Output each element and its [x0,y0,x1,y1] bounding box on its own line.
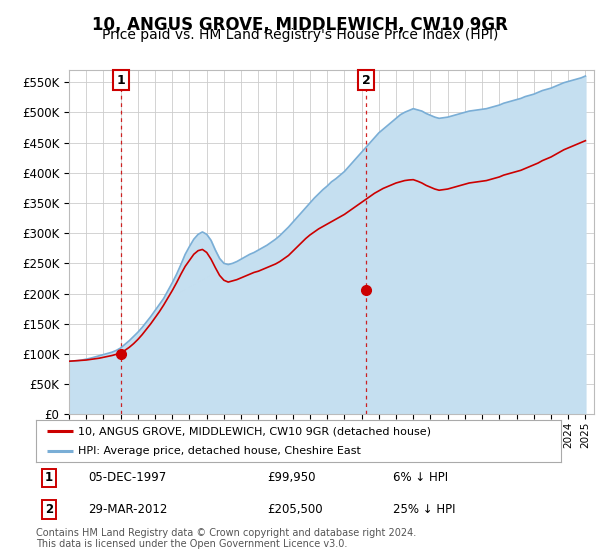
Text: 2: 2 [45,503,53,516]
Text: HPI: Average price, detached house, Cheshire East: HPI: Average price, detached house, Ches… [78,446,361,456]
Text: 6% ↓ HPI: 6% ↓ HPI [393,471,448,484]
Text: Price paid vs. HM Land Registry's House Price Index (HPI): Price paid vs. HM Land Registry's House … [102,28,498,42]
Text: £205,500: £205,500 [267,503,323,516]
Text: 05-DEC-1997: 05-DEC-1997 [89,471,167,484]
Text: 10, ANGUS GROVE, MIDDLEWICH, CW10 9GR: 10, ANGUS GROVE, MIDDLEWICH, CW10 9GR [92,16,508,34]
Text: £99,950: £99,950 [267,471,316,484]
Text: 29-MAR-2012: 29-MAR-2012 [89,503,168,516]
Text: 1: 1 [116,74,125,87]
Text: 10, ANGUS GROVE, MIDDLEWICH, CW10 9GR (detached house): 10, ANGUS GROVE, MIDDLEWICH, CW10 9GR (d… [78,426,431,436]
Text: 25% ↓ HPI: 25% ↓ HPI [393,503,455,516]
Text: Contains HM Land Registry data © Crown copyright and database right 2024.
This d: Contains HM Land Registry data © Crown c… [36,528,416,549]
Text: 2: 2 [362,74,370,87]
Text: 1: 1 [45,471,53,484]
